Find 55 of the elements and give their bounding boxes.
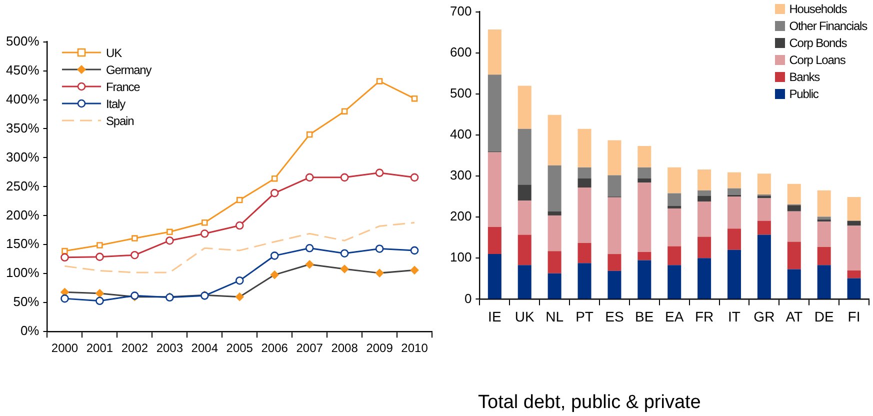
legend-label: France	[106, 80, 140, 94]
y-tick-label: 0%	[20, 323, 40, 338]
y-tick-label: 400%	[6, 91, 40, 106]
y-tick-label: 500	[450, 85, 472, 100]
x-tick-label: 2000	[51, 341, 78, 356]
legend-label: Public	[789, 86, 818, 100]
x-tick-label: GR	[754, 308, 775, 324]
legend-label: UK	[106, 46, 122, 60]
legend-label: Other Financials	[789, 18, 867, 32]
y-tick-label: 300%	[6, 149, 40, 164]
y-tick-label: 600	[450, 44, 472, 60]
x-tick-label: 2005	[226, 341, 254, 356]
x-tick-label: 2004	[191, 341, 218, 356]
y-tick-label: 400	[450, 126, 472, 142]
y-tick-label: 200%	[6, 207, 40, 222]
y-tick-label: 450%	[6, 62, 40, 78]
legend-label: Germany	[106, 62, 152, 76]
x-tick-label: NL	[546, 308, 564, 324]
y-tick-label: 250%	[6, 178, 40, 194]
x-tick-label: 2001	[86, 341, 114, 356]
x-tick-label: IT	[728, 308, 741, 324]
x-tick-label: 2007	[296, 341, 324, 356]
legend-label: Spain	[106, 114, 134, 128]
legend-label: Italy	[106, 96, 126, 110]
x-tick-label: 2006	[261, 341, 288, 356]
y-tick-label: 300	[450, 168, 472, 183]
legend-label: Corp Bonds	[789, 36, 847, 50]
y-tick-label: 700	[450, 3, 472, 18]
text: Total debt, public & private	[478, 392, 701, 414]
x-tick-label: 2003	[156, 341, 184, 356]
x-tick-label: DE	[814, 308, 834, 324]
y-tick-label: 500%	[6, 33, 40, 48]
y-tick-label: 200	[450, 208, 472, 224]
legend-label: Corp Loans	[789, 52, 846, 66]
x-tick-label: EA	[665, 308, 684, 324]
x-tick-label: FI	[848, 308, 860, 324]
x-tick-label: ES	[605, 308, 624, 324]
y-tick-label: 0	[464, 290, 472, 306]
x-tick-label: UK	[514, 308, 535, 324]
x-tick-label: AT	[786, 308, 803, 324]
y-tick-label: 100	[450, 250, 472, 265]
x-tick-label: 2008	[331, 341, 358, 356]
x-tick-label: 2010	[401, 341, 428, 356]
legend-label: Households	[789, 2, 847, 16]
x-tick-label: IE	[488, 308, 502, 324]
y-tick-label: 150%	[6, 236, 40, 252]
x-tick-label: BE	[635, 308, 654, 324]
y-tick-label: 100%	[6, 265, 40, 280]
legend-label: Banks	[789, 70, 820, 84]
y-tick-label: 350%	[6, 120, 40, 136]
x-tick-label: 2009	[366, 341, 394, 356]
x-tick-label: FR	[694, 308, 714, 324]
x-tick-label: PT	[576, 308, 594, 324]
y-tick-label: 50%	[13, 294, 40, 310]
x-tick-label: 2002	[121, 341, 148, 356]
